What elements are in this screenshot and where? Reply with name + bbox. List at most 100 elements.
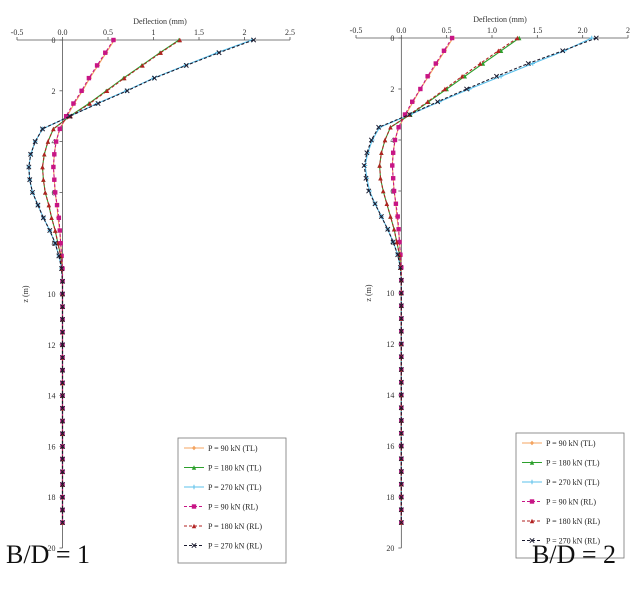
y-tick-label: 0 bbox=[52, 36, 56, 45]
data-point bbox=[251, 37, 257, 43]
data-point bbox=[593, 35, 599, 41]
legend-swatch-marker bbox=[529, 537, 535, 544]
data-point bbox=[464, 86, 470, 92]
x-tick-label: 0.0 bbox=[396, 26, 406, 35]
data-point bbox=[41, 177, 46, 182]
data-point bbox=[29, 189, 36, 195]
x-tick-label: -0.5 bbox=[350, 26, 363, 35]
legend-swatch-marker bbox=[529, 499, 535, 504]
data-point bbox=[59, 456, 66, 462]
y-tick-label: 16 bbox=[48, 442, 56, 451]
data-point bbox=[57, 228, 62, 233]
data-point bbox=[59, 291, 66, 297]
data-point bbox=[433, 61, 438, 66]
data-point bbox=[95, 100, 101, 107]
data-point bbox=[398, 328, 404, 334]
data-point bbox=[397, 264, 403, 271]
data-point bbox=[94, 63, 100, 68]
x-tick-label: 2.0 bbox=[578, 26, 588, 35]
y-tick-label: 16 bbox=[386, 442, 394, 451]
data-point bbox=[28, 151, 34, 157]
data-point bbox=[40, 215, 46, 221]
data-point bbox=[398, 315, 404, 322]
data-point bbox=[393, 201, 399, 206]
x-tick-label: 2 bbox=[626, 26, 630, 35]
data-point bbox=[388, 125, 393, 130]
y-tick-label: 14 bbox=[48, 392, 56, 401]
data-point bbox=[390, 150, 396, 155]
x-tick-label: 0.5 bbox=[103, 28, 113, 37]
data-point bbox=[398, 405, 404, 411]
y-tick-label: 4 bbox=[52, 138, 56, 147]
x-tick-label: 0.0 bbox=[58, 28, 68, 37]
data-point bbox=[381, 188, 386, 194]
y-tick-label: 20 bbox=[48, 544, 56, 553]
data-point bbox=[53, 190, 58, 195]
data-point bbox=[59, 266, 65, 272]
data-point bbox=[385, 226, 391, 232]
data-point bbox=[79, 88, 84, 93]
data-point bbox=[378, 213, 384, 220]
data-point bbox=[459, 74, 465, 79]
data-point bbox=[45, 139, 51, 144]
legend-label: P = 270 kN (RL) bbox=[546, 537, 600, 546]
data-point bbox=[560, 48, 566, 54]
data-point bbox=[398, 417, 404, 424]
data-point bbox=[398, 379, 404, 385]
data-point bbox=[103, 50, 108, 55]
data-point bbox=[410, 99, 415, 104]
caption-bd-1: B/D = 1 bbox=[6, 540, 91, 569]
data-point bbox=[59, 380, 66, 386]
legend-swatch-marker bbox=[529, 518, 535, 524]
legend: P = 90 kN (TL) P = 180 kN (TL) P = 270 kN … bbox=[177, 437, 287, 564]
y-axis-title: z (m) bbox=[364, 284, 373, 301]
data-point bbox=[496, 48, 501, 53]
data-point bbox=[59, 418, 66, 424]
x-tick-label: 1 bbox=[152, 28, 156, 37]
data-point bbox=[398, 468, 404, 475]
data-point bbox=[183, 62, 189, 68]
data-point bbox=[59, 405, 66, 411]
data-point bbox=[398, 519, 404, 526]
y-tick-label: 4 bbox=[390, 136, 394, 145]
data-point bbox=[52, 240, 58, 246]
data-point bbox=[398, 443, 404, 449]
data-point bbox=[382, 137, 388, 143]
data-point bbox=[364, 150, 370, 156]
data-point bbox=[395, 214, 400, 219]
data-point bbox=[51, 164, 56, 170]
data-point bbox=[402, 112, 408, 117]
data-point bbox=[396, 227, 401, 232]
data-point bbox=[46, 202, 52, 208]
data-point bbox=[398, 481, 404, 487]
legend-box bbox=[177, 437, 287, 564]
data-point bbox=[54, 202, 60, 208]
legend: P = 90 kN (TL) P = 180 kN (TL) P = 270 kN … bbox=[515, 432, 625, 559]
data-point bbox=[71, 101, 76, 106]
data-point bbox=[59, 481, 66, 488]
data-point bbox=[391, 227, 397, 232]
legend-swatch-marker bbox=[191, 542, 197, 549]
data-point bbox=[59, 393, 66, 399]
data-point bbox=[425, 74, 430, 79]
data-point bbox=[52, 177, 57, 182]
y-axis-title: z (m) bbox=[21, 285, 30, 302]
x-tick-label: 2 bbox=[243, 28, 247, 37]
data-point bbox=[122, 75, 127, 81]
data-point bbox=[86, 75, 92, 81]
data-point bbox=[361, 162, 367, 169]
data-point bbox=[379, 150, 384, 155]
y-tick-label: 14 bbox=[386, 391, 394, 400]
data-point bbox=[396, 125, 401, 130]
data-point bbox=[124, 88, 130, 94]
data-point bbox=[40, 164, 45, 170]
data-point bbox=[158, 50, 163, 55]
x-tick-label: 2.5 bbox=[285, 28, 295, 37]
data-point bbox=[398, 507, 404, 513]
legend-label: P = 270 kN (TL) bbox=[546, 478, 600, 487]
data-point bbox=[398, 456, 404, 462]
data-point bbox=[151, 75, 157, 81]
data-point bbox=[68, 114, 73, 119]
